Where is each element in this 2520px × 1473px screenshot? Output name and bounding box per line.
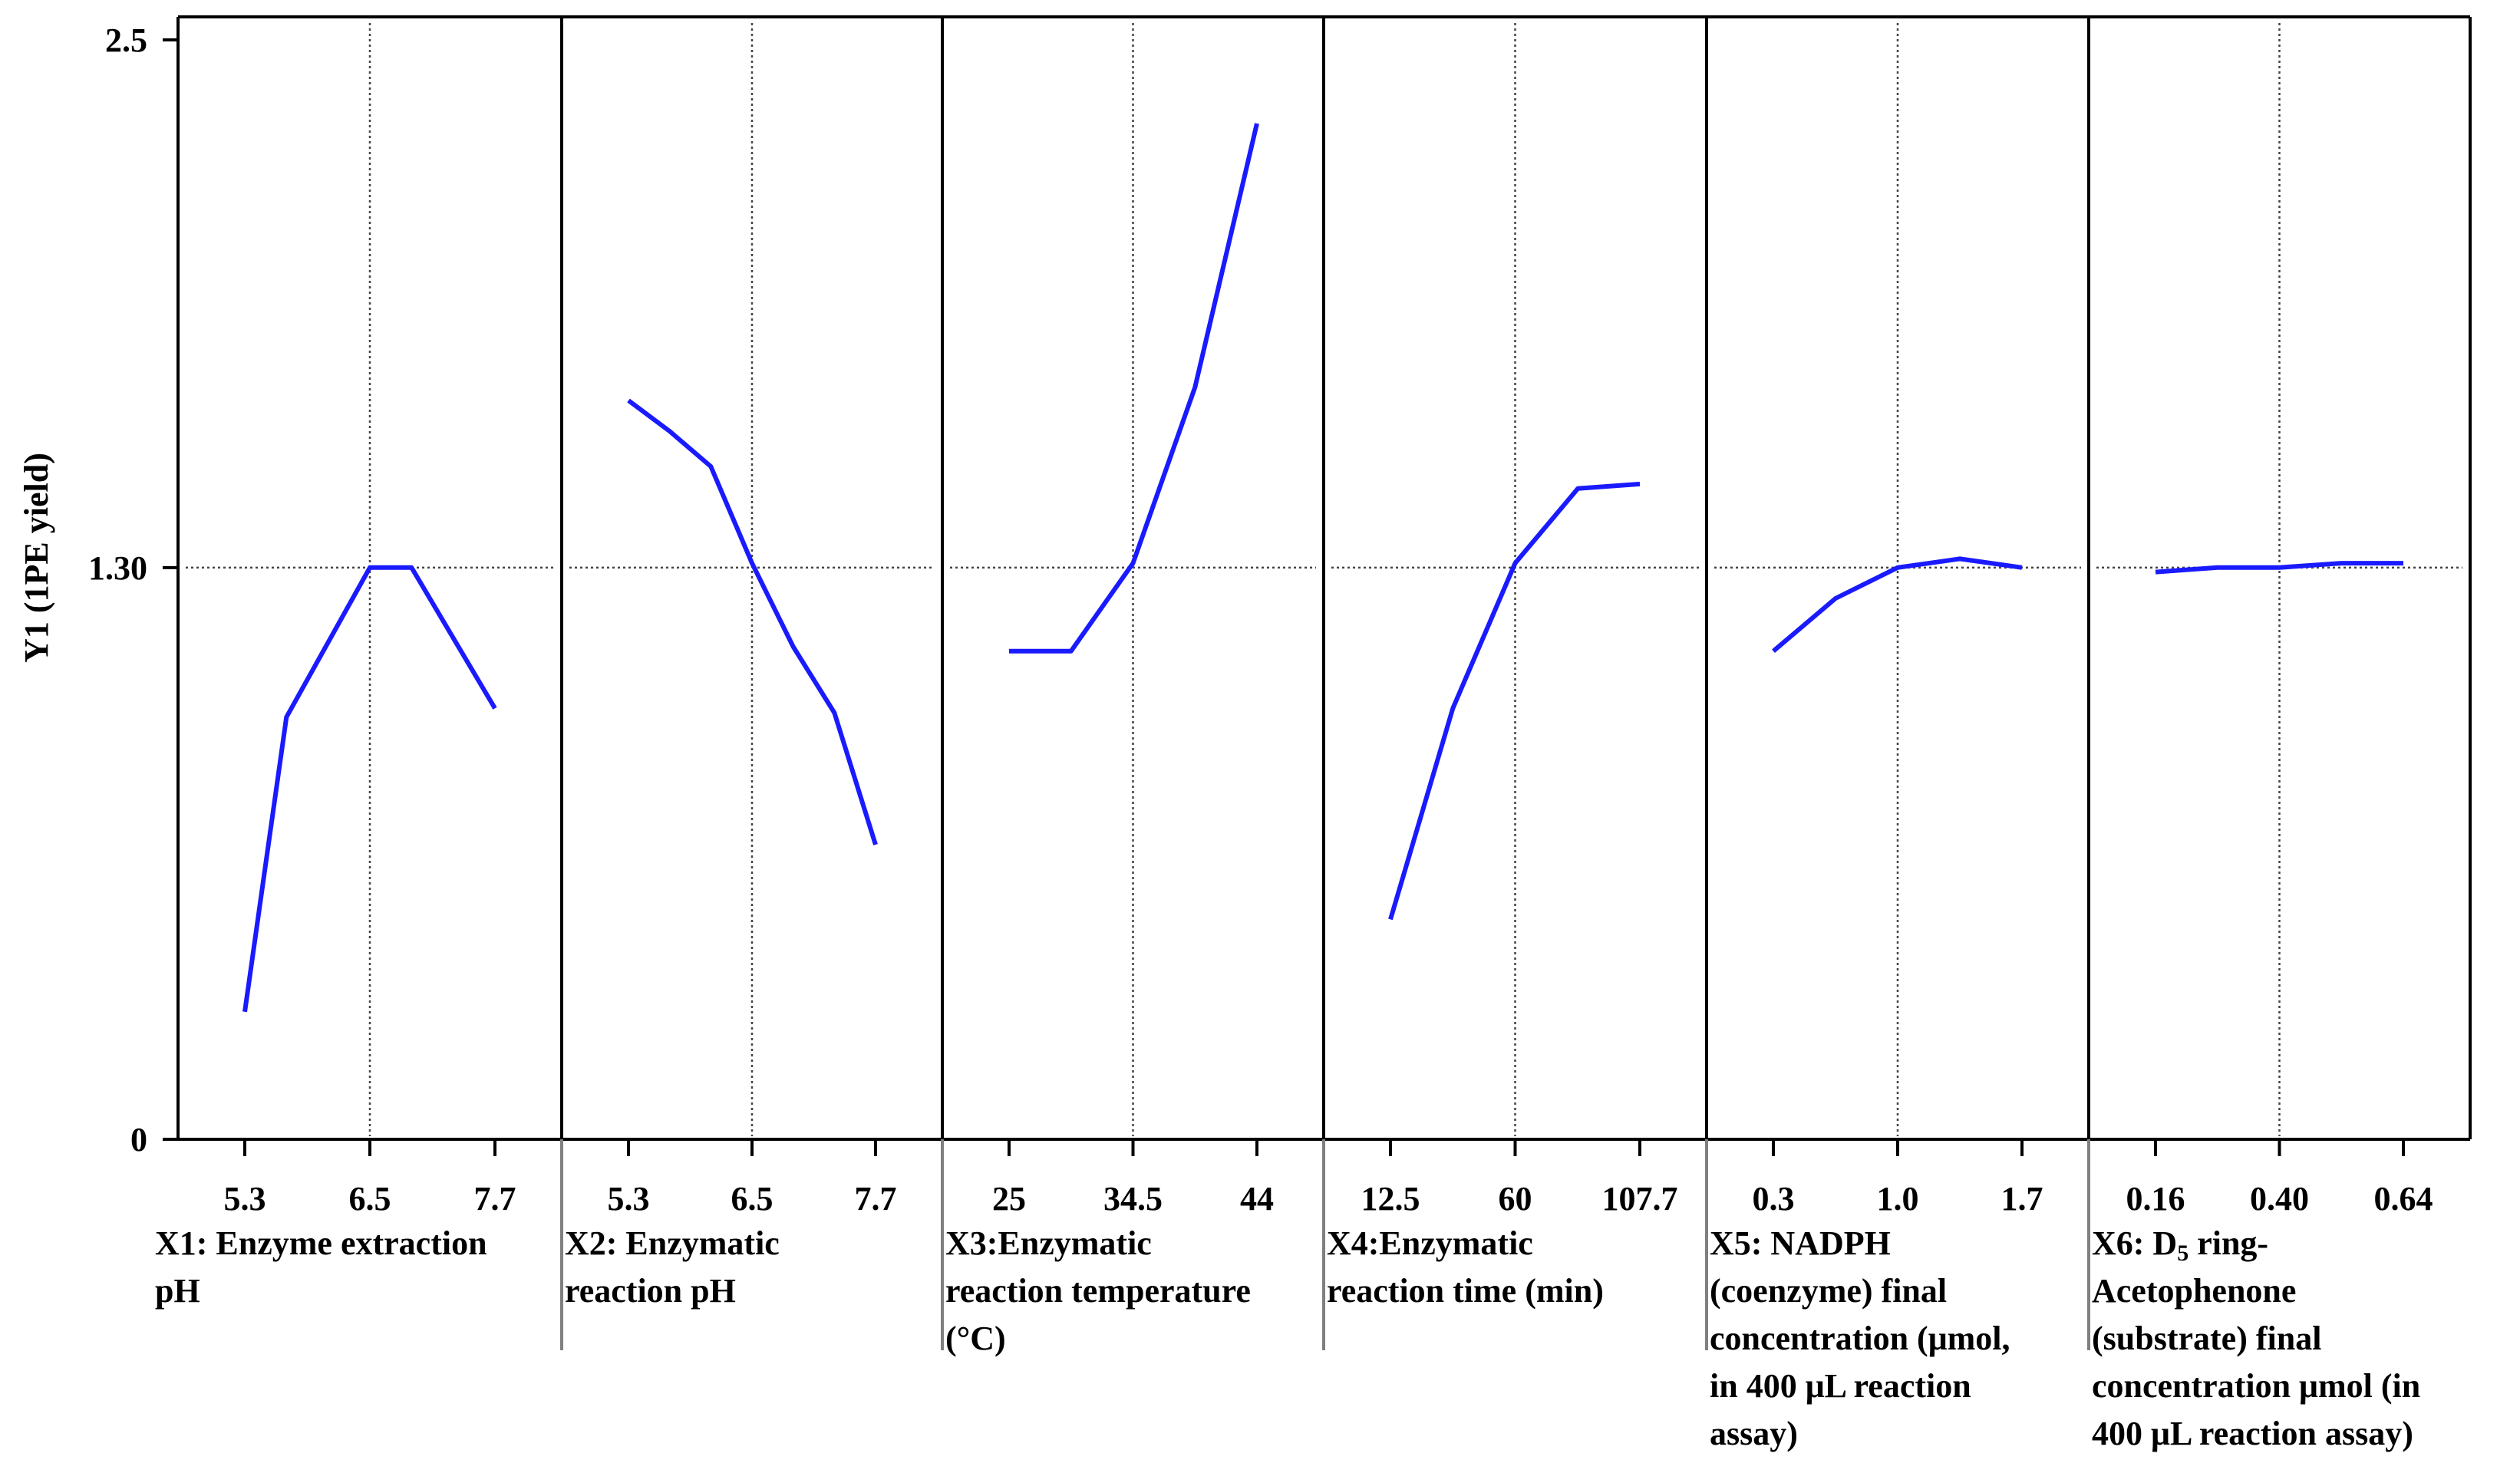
x-axis-title-x5: X5: NADPH (coenzyme) final concentration (… (1710, 1220, 2010, 1458)
series-line-x4 (1388, 481, 1641, 921)
x-axis-title-line: 400 μL reaction assay) (2092, 1415, 2413, 1452)
x-axis-title-x3: X3:Enzymatic reaction temperature (°C) (945, 1220, 1251, 1363)
axis-ticks: 0 1.30 2.5 5.3 6.5 7.7 5.3 6.5 7.7 25 34.5 44 12.5 60… (88, 21, 2433, 1218)
y-tick-label: 0 (130, 1121, 147, 1158)
x-axis-title-line: concentration (μmol, (1710, 1320, 2010, 1357)
chart-frame (176, 15, 2472, 1350)
x-tick-label: 60 (1499, 1180, 1532, 1218)
x-axis-title-line: concentration μmol (in (2092, 1367, 2421, 1405)
x-axis-title-x6: X6: D5 ring- Acetophenone (substrate) fina… (2092, 1220, 2420, 1458)
x-axis-title-line: reaction temperature (945, 1272, 1251, 1310)
x-tick-label: 25 (992, 1180, 1026, 1218)
y-axis-title: Y1 (1PE yield) (18, 453, 55, 663)
x-axis-title-line: pH (155, 1272, 200, 1310)
x-axis-title-line: Acetophenone (2092, 1272, 2297, 1310)
x-tick-label: 6.5 (731, 1180, 773, 1218)
x-tick-label: 6.5 (349, 1180, 391, 1218)
x-tick-label: 5.3 (224, 1180, 266, 1218)
x-tick-label: 44 (1240, 1180, 1274, 1218)
x-axis-title-line: (coenzyme) final (1710, 1272, 1948, 1310)
x-axis-title-line: in 400 μL reaction (1710, 1367, 1971, 1405)
x-tick-label: 0.64 (2374, 1180, 2433, 1218)
x-tick-label: 7.7 (474, 1180, 516, 1218)
x-tick-label: 107.7 (1602, 1180, 1678, 1218)
series-line-x5 (1772, 556, 2023, 653)
x-tick-label: 1.7 (2001, 1180, 2043, 1218)
x-tick-label: 12.5 (1361, 1180, 1420, 1218)
y-tick-label: 2.5 (105, 21, 147, 59)
x-axis-title-line: assay) (1710, 1415, 1798, 1452)
series-line-x6 (2155, 561, 2403, 575)
series-line-x1 (242, 565, 497, 1013)
x-axis-title-line: X2: Enzymatic (565, 1224, 780, 1262)
series-line-x3 (1009, 123, 1259, 654)
x-axis-title-line: reaction time (min) (1327, 1272, 1604, 1310)
series-line-x2 (627, 398, 878, 845)
x-tick-label: 0.16 (2126, 1180, 2185, 1218)
x-axis-title-line: X1: Enzyme extraction (155, 1224, 487, 1262)
x-axis-title-line: X3:Enzymatic (945, 1224, 1152, 1262)
x-axis-title-line: (°C) (945, 1320, 1006, 1357)
x-axis-title-x1: X1: Enzyme extraction pH (155, 1220, 487, 1315)
x-axis-title-line: reaction pH (565, 1272, 736, 1310)
x-tick-label: 7.7 (855, 1180, 897, 1218)
x-tick-label: 0.40 (2250, 1180, 2309, 1218)
x-tick-label: 34.5 (1103, 1180, 1163, 1218)
x-tick-label: 0.3 (1753, 1180, 1795, 1218)
x-tick-label: 1.0 (1877, 1180, 1919, 1218)
x-axis-title-line: (substrate) final (2092, 1320, 2322, 1357)
y-tick-label: 1.30 (88, 549, 147, 587)
response-curves (242, 123, 2403, 1013)
x-axis-title-x4: X4:Enzymatic reaction time (min) (1327, 1220, 1604, 1315)
x-tick-label: 5.3 (608, 1180, 650, 1218)
x-axis-title-line: X6: D5 ring- (2092, 1224, 2269, 1266)
x-axis-title-line: X5: NADPH (1710, 1224, 1891, 1262)
x-axis-title-line: X4:Enzymatic (1327, 1224, 1533, 1262)
x-axis-title-x2: X2: Enzymatic reaction pH (565, 1220, 780, 1315)
